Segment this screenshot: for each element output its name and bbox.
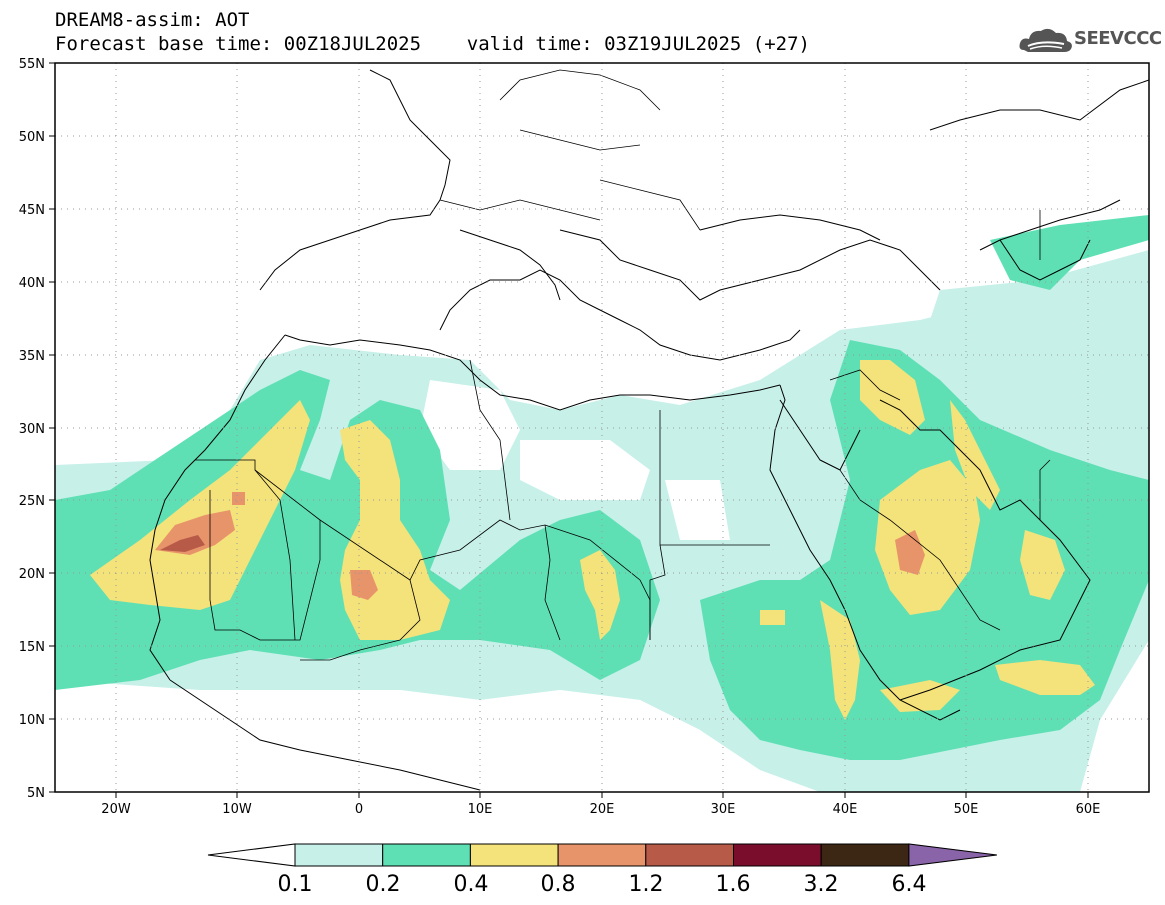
colorbar-swatch [733,843,822,867]
lat-label: 15N [19,640,45,655]
lat-label: 25N [19,494,45,509]
lat-ticks [49,62,55,793]
aot-clear-areas [55,380,730,792]
aot-fields [55,215,1149,792]
lat-label: 45N [19,203,45,218]
colorbar-label: 1.2 [629,872,664,897]
lon-label: 10W [222,802,252,817]
lon-label: 40E [833,802,858,817]
colorbar-label: 1.6 [716,872,751,897]
colorbar-label: 0.2 [366,872,401,897]
colorbar-swatches [207,843,997,867]
colorbar-swatch [645,843,734,867]
lon-label: 30E [711,802,736,817]
aot-band-0.4 [90,360,1095,720]
colorbar-labels: 0.1 0.2 0.4 0.8 1.2 1.6 3.2 6.4 [278,872,927,897]
lon-label: 50E [954,802,979,817]
colorbar-label: 0.1 [278,872,313,897]
colorbar-swatch [294,843,384,867]
lat-label: 40N [19,276,45,291]
lon-ticks [115,792,1089,798]
seevccc-logo: SEEVCCC [1018,24,1162,56]
aot-map: 5N 10N 15N 20N 25N 30N 35N 40N 45N 50N 5… [19,57,1150,817]
colorbar-arrow-high [908,843,997,867]
colorbar-swatch [382,843,471,867]
lat-label: 20N [19,567,45,582]
colorbar-label: 0.8 [541,872,576,897]
colorbar-label: 6.4 [892,872,927,897]
colorbar-swatch [820,843,910,867]
lat-label: 55N [19,57,45,72]
lat-label: 35N [19,349,45,364]
aot-band-1.2 [160,535,205,552]
lon-labels: 20W 10W 0 10E 20E 30E 40E 50E 60E [101,802,1100,817]
lon-label: 0 [355,802,363,817]
lat-labels: 5N 10N 15N 20N 25N 30N 35N 40N 45N 50N 5… [19,57,45,801]
coastlines [149,69,1149,791]
colorbar-arrow-low [207,843,296,867]
forecast-times: Forecast base time: 00Z18JUL2025 valid t… [55,33,810,55]
lon-label: 10E [468,802,493,817]
lon-label: 60E [1076,802,1101,817]
lon-label: 20E [590,802,615,817]
country-borders [195,69,1051,661]
logo-text: SEEVCCC [1074,28,1162,49]
graticule [55,63,1149,792]
lat-label: 50N [19,130,45,145]
colorbar-label: 0.4 [454,872,489,897]
lat-label: 30N [19,422,45,437]
cloud-icon [1019,28,1072,52]
lat-label: 10N [19,713,45,728]
colorbar-swatch [557,843,647,867]
lat-label: 5N [27,786,45,801]
map-title: DREAM8-assim: AOT [55,9,250,31]
colorbar-swatch [469,843,559,867]
lon-label: 20W [101,802,131,817]
colorbar-label: 3.2 [804,872,839,897]
